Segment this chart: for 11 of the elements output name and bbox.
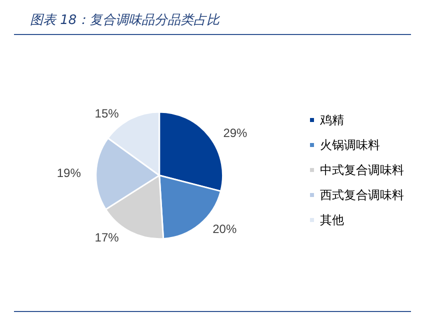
legend-label: 鸡精 [319,113,344,127]
data-label: 20% [212,222,237,236]
data-label: 17% [94,230,120,244]
legend-label: 火锅调味料 [320,138,380,152]
legend-label: 中式复合调味料 [320,163,404,177]
data-label: 19% [56,166,82,180]
legend-label: 其他 [320,213,344,227]
data-label: 15% [94,106,120,121]
data-label: 29% [223,126,248,140]
legend-label: 西式复合调味料 [320,188,404,202]
chart-title: 图表 18：复合调味品分品类占比 [29,12,221,30]
